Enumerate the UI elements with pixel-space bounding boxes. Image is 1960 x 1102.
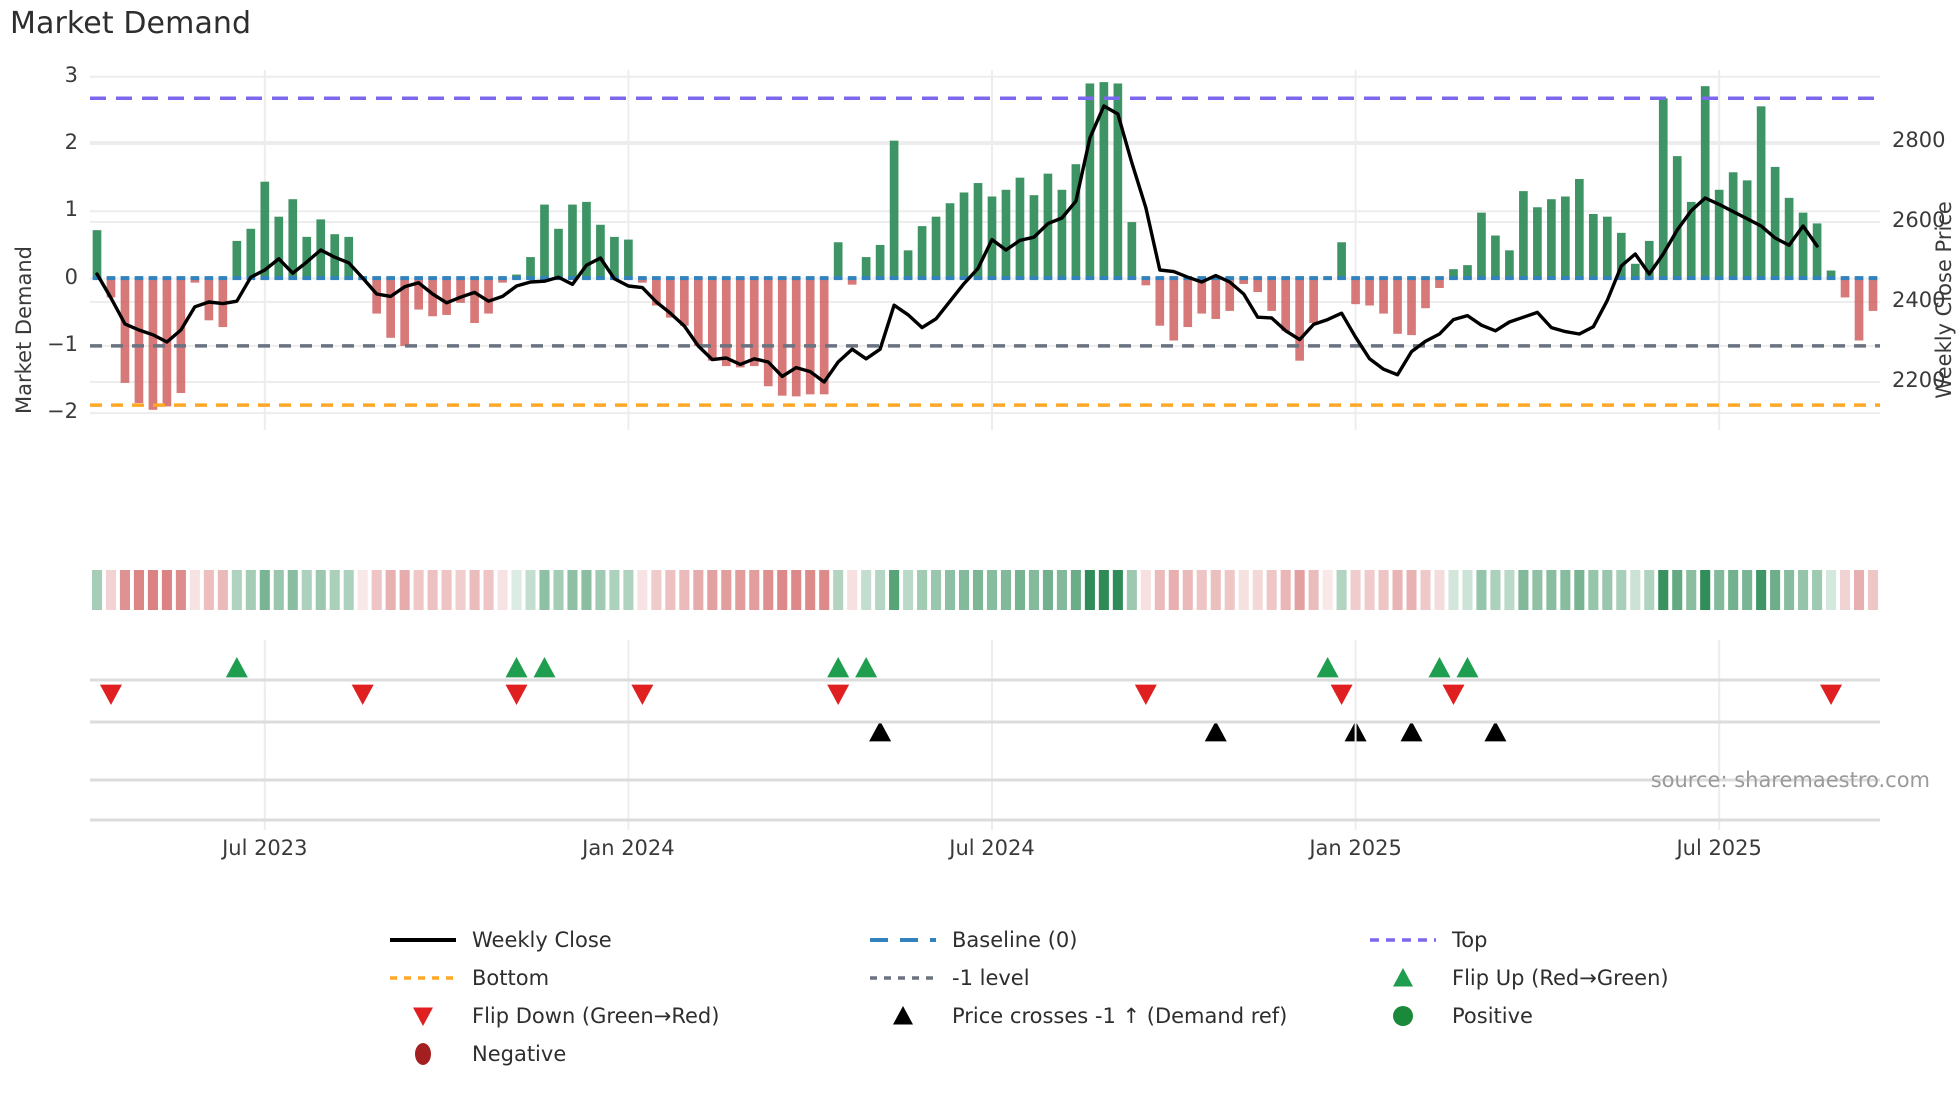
x-tick: Jul 2024 — [949, 836, 1035, 860]
legend-label: Weekly Close — [472, 928, 612, 952]
y-tick-right: 2200 — [1892, 368, 1946, 392]
x-tick: Jan 2025 — [1309, 836, 1402, 860]
y-tick-left: −2 — [47, 399, 78, 424]
legend-symbol-triangle-up-black-icon — [868, 1004, 938, 1028]
legend-label: Price crosses -1 ↑ (Demand ref) — [952, 1004, 1288, 1028]
x-tick: Jul 2025 — [1676, 836, 1762, 860]
legend-item[interactable]: -1 level — [868, 963, 1368, 993]
legend-symbol-line-dashed-blue-icon — [868, 928, 938, 952]
legend-symbol-triangle-up-green-icon — [1368, 966, 1438, 990]
y-tick-left: 3 — [64, 62, 78, 87]
y-tick-right: 2600 — [1892, 208, 1946, 232]
legend-item[interactable]: Negative — [388, 1039, 868, 1069]
x-tick: Jan 2024 — [582, 836, 675, 860]
main-plot — [90, 70, 1880, 430]
lower-grid-panel — [90, 690, 1880, 830]
legend-label: Bottom — [472, 966, 550, 990]
legend-label: Baseline (0) — [952, 928, 1078, 952]
legend-item[interactable]: Flip Up (Red→Green) — [1368, 963, 1708, 993]
legend-symbol-circle-green-icon — [1368, 1004, 1438, 1028]
legend-label: Flip Up (Red→Green) — [1452, 966, 1669, 990]
source-credit: source: sharemaestro.com — [1650, 768, 1930, 792]
legend-symbol-line-dotted-purple-icon — [1368, 928, 1438, 952]
legend-symbol-circle-darkred-icon — [388, 1042, 458, 1066]
y-tick-left: −1 — [47, 331, 78, 356]
legend-item[interactable]: Flip Down (Green→Red) — [388, 1001, 868, 1031]
chart-legend: Weekly Close Baseline (0) Top Bottom -1 leve… — [388, 925, 1708, 1069]
legend-item[interactable]: Positive — [1368, 1001, 1708, 1031]
legend-item[interactable]: Weekly Close — [388, 925, 868, 955]
y-tick-right: 2800 — [1892, 128, 1946, 152]
legend-item[interactable]: Top — [1368, 925, 1708, 955]
legend-label: Negative — [472, 1042, 567, 1066]
y-tick-left: 2 — [64, 130, 78, 155]
legend-item[interactable]: Bottom — [388, 963, 868, 993]
demand-heat-strip — [90, 570, 1880, 610]
legend-item[interactable]: Price crosses -1 ↑ (Demand ref) — [868, 1001, 1368, 1031]
legend-symbol-triangle-down-red-icon — [388, 1004, 458, 1028]
x-tick: Jul 2023 — [222, 836, 308, 860]
left-axis-label-wrap: Market Demand — [12, 0, 36, 1102]
legend-label: Positive — [1452, 1004, 1533, 1028]
legend-label: -1 level — [952, 966, 1030, 990]
chart-title: Market Demand — [10, 6, 252, 41]
legend-label: Top — [1452, 928, 1488, 952]
legend-symbol-line-solid-black-icon — [388, 928, 458, 952]
legend-item[interactable]: Baseline (0) — [868, 925, 1368, 955]
legend-label: Flip Down (Green→Red) — [472, 1004, 720, 1028]
y-tick-left: 1 — [64, 197, 78, 222]
y-tick-right: 2400 — [1892, 288, 1946, 312]
y-tick-left: 0 — [64, 264, 78, 289]
legend-symbol-line-dotted-gray-icon — [868, 966, 938, 990]
legend-symbol-line-dotted-orange-icon — [388, 966, 458, 990]
